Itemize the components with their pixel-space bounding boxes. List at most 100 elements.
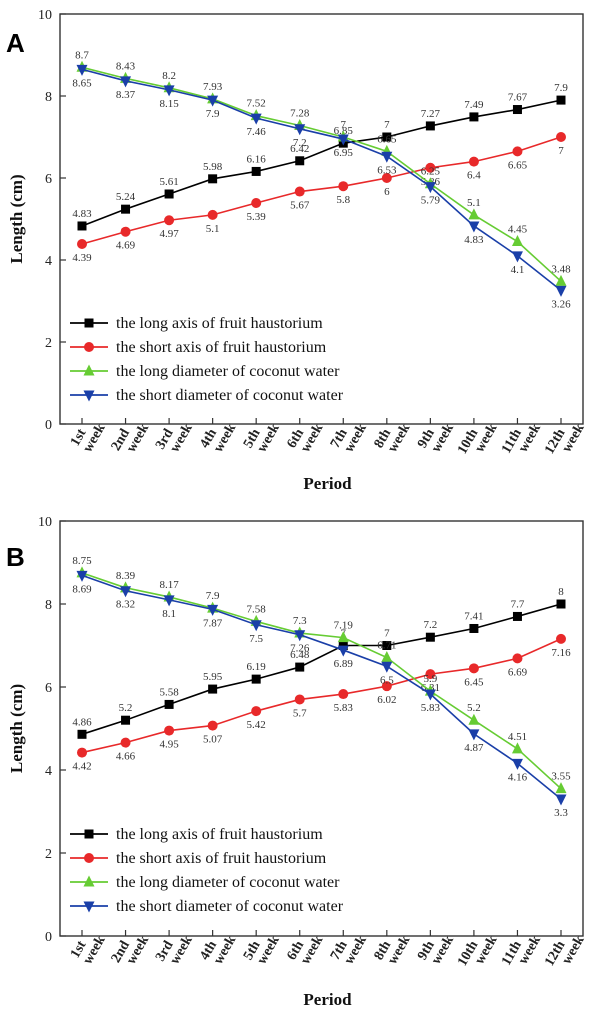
legend-marker [84,342,94,352]
data-point [251,198,262,209]
data-label: 4.95 [159,739,179,751]
x-tick-label: 4thweek [197,926,239,970]
x-tick-label: 11thweek [499,926,544,975]
x-tick-label: 8thweek [372,926,414,970]
data-label: 7 [558,145,564,157]
data-point [294,630,306,642]
data-label: 4.83 [464,234,484,246]
series-line [81,638,562,754]
x-tick-label: 12thweek [542,414,587,464]
data-label: 5.98 [203,161,223,173]
data-point [425,121,435,131]
series-3: 8.69 8.32 8.1 7.87 7.5 7.26 6.89 6.5 5.83 4.87 4.1… [72,570,568,819]
panel-letter: B [6,542,25,572]
x-tick-label: 12thweek [542,926,587,976]
data-label: 7.9 [206,108,220,120]
data-label: 6.89 [334,658,354,670]
data-label: 6.4 [467,170,481,182]
data-label: 6.71 [377,640,396,652]
data-label: 8.17 [159,579,179,591]
data-label: 4.39 [72,252,92,264]
data-label: 5.24 [116,191,136,203]
x-tick-label: 9thweek [415,926,457,970]
data-point [381,681,392,692]
data-point [555,794,567,806]
x-tick-label: 7thweek [328,926,370,970]
x-tick-label: 4thweek [197,414,239,458]
data-label: 4.83 [72,208,92,220]
plot-area [59,520,584,937]
data-label: 8.39 [116,570,136,582]
data-point [121,204,131,214]
data-point [294,124,306,136]
data-point [251,674,261,684]
legend-entry: the short diameter of coconut water [116,898,344,915]
data-label: 7.3 [293,615,307,627]
x-tick-label: 1stweek [68,926,109,968]
data-point [337,134,349,146]
data-label: 8 [558,586,564,598]
data-label: 8.2 [162,70,176,82]
data-label: 3.48 [551,263,571,275]
data-point [556,95,566,105]
y-axis-label: Length (cm) [7,684,26,773]
data-point [381,661,393,673]
y-axis-label: Length (cm) [7,174,26,263]
data-point [208,174,218,184]
data-label: 6.69 [508,666,528,678]
data-point [512,653,523,664]
data-point [251,166,261,176]
legend-entry: the long diameter of coconut water [116,874,340,891]
data-point [382,641,392,650]
data-point [77,729,87,739]
data-label: 4.66 [116,751,136,763]
series-line [81,66,562,282]
y-tick-label: 10 [38,515,52,530]
data-label: 7.46 [247,126,267,138]
data-label: 6.65 [508,159,528,171]
data-point [381,173,392,183]
series-line [81,99,562,227]
data-point [120,737,131,748]
legend-entry: the short axis of fruit haustorium [116,850,327,867]
y-tick-label: 8 [45,598,52,613]
data-label: 5.95 [203,671,223,683]
data-point [164,725,175,736]
data-label: 4.1 [511,264,525,276]
data-label: 4.16 [508,771,528,783]
data-label: 8.37 [116,89,136,101]
data-label: 6.42 [290,143,309,155]
data-label: 7.16 [551,647,571,659]
data-label: 7.5 [249,633,263,645]
series-3: 8.65 8.37 8.15 7.9 7.46 7.2 6.95 6.53 5.79 4.83 4.… [72,64,571,310]
data-point [77,747,87,758]
data-point [77,221,87,231]
data-point [555,782,567,794]
data-label: 4.45 [508,224,528,236]
data-point [469,112,479,122]
series-1: 4.394.694.975.15.395.675.865.866.46.657 [72,132,566,264]
y-tick-label: 0 [45,930,52,945]
data-label: 6.95 [334,147,354,159]
x-tick-label: 9thweek [415,414,457,458]
data-label: 8.69 [72,583,92,595]
data-label: 7.52 [247,98,266,110]
data-point [511,742,523,754]
data-label: 6.53 [377,164,397,176]
data-label: 7.9 [206,590,220,602]
legend: the long axis of fruit haustorium the sho… [70,826,344,915]
data-point [468,156,479,167]
series-line [81,68,562,291]
series-line [81,603,562,736]
data-label: 5.39 [247,211,267,223]
data-point [76,570,88,582]
x-tick-label: 11thweek [499,414,544,463]
data-label: 8.15 [159,98,179,110]
y-tick-label: 10 [38,8,52,23]
data-point [556,599,566,609]
data-label: 6 [384,186,390,198]
data-point [468,713,480,725]
data-point [468,729,480,741]
data-label: 5.7 [293,707,307,719]
data-label: 7.87 [203,617,223,629]
